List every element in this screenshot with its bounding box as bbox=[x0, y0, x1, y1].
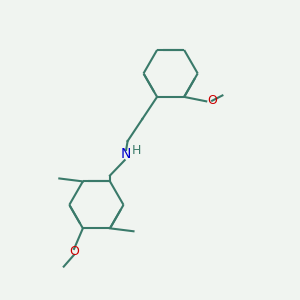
Text: O: O bbox=[70, 245, 80, 258]
Text: N: N bbox=[121, 147, 131, 161]
Text: O: O bbox=[208, 94, 218, 107]
Text: H: H bbox=[132, 144, 141, 157]
